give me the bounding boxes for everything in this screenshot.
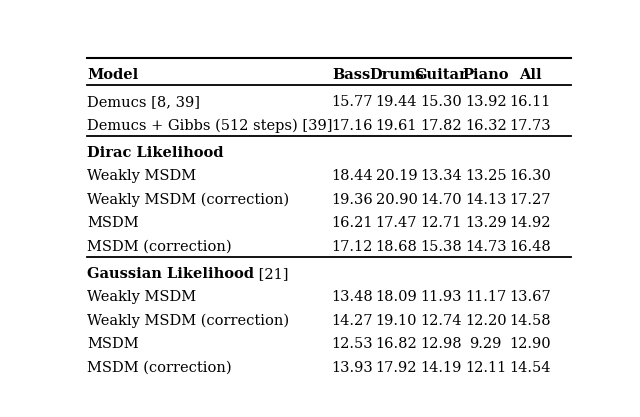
Text: 13.48: 13.48 xyxy=(331,290,372,304)
Text: All: All xyxy=(519,68,541,82)
Text: Model: Model xyxy=(88,68,139,82)
Text: 17.73: 17.73 xyxy=(509,118,551,133)
Text: 13.67: 13.67 xyxy=(509,290,551,304)
Text: Drums: Drums xyxy=(369,68,424,82)
Text: 16.48: 16.48 xyxy=(509,240,551,254)
Text: 17.47: 17.47 xyxy=(376,216,417,230)
Text: Gaussian Likelihood: Gaussian Likelihood xyxy=(88,267,255,281)
Text: 11.93: 11.93 xyxy=(420,290,462,304)
Text: 19.36: 19.36 xyxy=(331,193,372,207)
Text: 20.90: 20.90 xyxy=(376,193,417,207)
Text: Demucs + Gibbs (512 steps) [39]: Demucs + Gibbs (512 steps) [39] xyxy=(88,118,333,133)
Text: 13.92: 13.92 xyxy=(465,95,506,109)
Text: 14.73: 14.73 xyxy=(465,240,506,254)
Text: 16.30: 16.30 xyxy=(509,169,551,183)
Text: 18.44: 18.44 xyxy=(331,169,372,183)
Text: 12.20: 12.20 xyxy=(465,314,506,328)
Text: [21]: [21] xyxy=(255,267,289,281)
Text: 16.11: 16.11 xyxy=(509,95,551,109)
Text: 14.54: 14.54 xyxy=(509,361,551,374)
Text: 15.77: 15.77 xyxy=(331,95,372,109)
Text: 13.29: 13.29 xyxy=(465,216,506,230)
Text: Dirac Likelihood: Dirac Likelihood xyxy=(88,146,224,160)
Text: 12.74: 12.74 xyxy=(420,314,462,328)
Text: Weakly MSDM: Weakly MSDM xyxy=(88,169,196,183)
Text: 14.27: 14.27 xyxy=(331,314,372,328)
Text: 18.68: 18.68 xyxy=(376,240,417,254)
Text: 20.19: 20.19 xyxy=(376,169,417,183)
Text: MSDM (correction): MSDM (correction) xyxy=(88,361,232,374)
Text: 13.25: 13.25 xyxy=(465,169,506,183)
Text: 14.19: 14.19 xyxy=(420,361,462,374)
Text: 17.92: 17.92 xyxy=(376,361,417,374)
Text: 12.98: 12.98 xyxy=(420,337,462,351)
Text: 17.82: 17.82 xyxy=(420,118,462,133)
Text: 13.93: 13.93 xyxy=(331,361,372,374)
Text: MSDM: MSDM xyxy=(88,216,139,230)
Text: 17.12: 17.12 xyxy=(331,240,372,254)
Text: 15.30: 15.30 xyxy=(420,95,462,109)
Text: Guitar: Guitar xyxy=(415,68,467,82)
Text: 12.90: 12.90 xyxy=(509,337,551,351)
Text: 19.44: 19.44 xyxy=(376,95,417,109)
Text: 18.09: 18.09 xyxy=(376,290,417,304)
Text: Weakly MSDM (correction): Weakly MSDM (correction) xyxy=(88,314,289,328)
Text: 12.71: 12.71 xyxy=(420,216,462,230)
Text: Piano: Piano xyxy=(463,68,509,82)
Text: Bass: Bass xyxy=(333,68,371,82)
Text: 16.82: 16.82 xyxy=(376,337,417,351)
Text: 11.17: 11.17 xyxy=(465,290,506,304)
Text: 16.21: 16.21 xyxy=(331,216,372,230)
Text: Weakly MSDM: Weakly MSDM xyxy=(88,290,196,304)
Text: 12.53: 12.53 xyxy=(331,337,372,351)
Text: 15.38: 15.38 xyxy=(420,240,462,254)
Text: 12.11: 12.11 xyxy=(465,361,506,374)
Text: 9.29: 9.29 xyxy=(470,337,502,351)
Text: MSDM: MSDM xyxy=(88,337,139,351)
Text: 14.92: 14.92 xyxy=(509,216,551,230)
Text: 13.34: 13.34 xyxy=(420,169,462,183)
Text: Weakly MSDM (correction): Weakly MSDM (correction) xyxy=(88,193,289,207)
Text: 17.16: 17.16 xyxy=(331,118,372,133)
Text: 14.13: 14.13 xyxy=(465,193,506,207)
Text: 19.10: 19.10 xyxy=(376,314,417,328)
Text: 17.27: 17.27 xyxy=(509,193,551,207)
Text: 16.32: 16.32 xyxy=(465,118,507,133)
Text: 14.70: 14.70 xyxy=(420,193,462,207)
Text: 14.58: 14.58 xyxy=(509,314,551,328)
Text: Demucs [8, 39]: Demucs [8, 39] xyxy=(88,95,200,109)
Text: 19.61: 19.61 xyxy=(376,118,417,133)
Text: MSDM (correction): MSDM (correction) xyxy=(88,240,232,254)
